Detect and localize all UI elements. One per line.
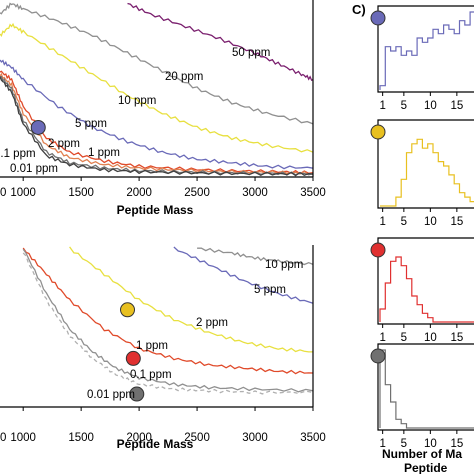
panel-b-marker-2 (129, 386, 145, 402)
panel-a-tick-label: 0 (0, 187, 6, 199)
panel-a-annotation-0-1-ppm: 0.1 ppm (0, 148, 36, 160)
panel-c-tick-label: 15 (450, 216, 463, 228)
panel-b-tick-label: 2500 (184, 432, 210, 444)
panel-a-marker-0 (30, 119, 46, 135)
panel-c-tick-label: 5 (401, 100, 407, 112)
panel-b-annotation-10-ppm: 10 ppm (265, 259, 303, 271)
panel-c-histogram-3: 1 5 10 15 (370, 343, 474, 450)
panel-a-annotation-10-ppm: 10 ppm (118, 95, 156, 107)
panel-c-histogram-line (379, 11, 474, 90)
panel-a-annotation-0-01-ppm: 0.01 ppm (10, 163, 58, 175)
panel-a-annotation-50-ppm: 50 ppm (232, 47, 270, 59)
panel-b-series-10-ppm (197, 247, 314, 266)
panel-b-tick-label: 1500 (68, 432, 94, 444)
panel-c-tick-label: 15 (450, 100, 463, 112)
panel-c-tick-label: 10 (424, 216, 437, 228)
panel-b-marker-1 (125, 350, 141, 366)
panel-c-tick-label: 1 (379, 216, 385, 228)
panel-c-tick-label: 5 (401, 438, 407, 450)
panel-b-tick-label: 2000 (126, 432, 152, 444)
panel-c-tick-label: 5 (401, 332, 407, 344)
panel-a-tick-label: 1000 (10, 187, 36, 199)
panel-a-tick-label: 2000 (126, 187, 152, 199)
panel-c-histogram-line (379, 256, 474, 323)
panel-b-line-chart: 0 1000 1500 2000 2500 3000 3500 Peptide Mass 1… (0, 245, 326, 451)
panel-b-annotation-2-ppm: 2 ppm (196, 317, 228, 329)
panel-a-series-50-ppm (127, 2, 314, 82)
panel-a-annotation-20-ppm: 20 ppm (165, 71, 203, 83)
panel-a-series-10-ppm (0, 22, 314, 153)
panel-b-marker-0 (120, 302, 136, 318)
panel-c-tick-label: 1 (379, 438, 385, 450)
panel-a-tick-label: 3000 (242, 187, 268, 199)
panel-c-frame (377, 237, 474, 325)
panel-c-tick-label: 1 (379, 100, 385, 112)
panel-c-tick-label: 10 (424, 332, 437, 344)
panel-c-label: C) (352, 2, 366, 17)
panel-a-tick-label: 1500 (68, 187, 94, 199)
panel-a-annotation-2-ppm: 2 ppm (48, 138, 80, 150)
panel-c-tick-label: 10 (424, 100, 437, 112)
panel-b-annotation-0-01-ppm: 0.01 ppm (87, 389, 135, 401)
panel-c-histogram-line (380, 138, 474, 207)
panel-a-tick-label: 2500 (184, 187, 210, 199)
panel-c-marker (370, 124, 386, 140)
panel-b-tick-label: 3500 (300, 432, 326, 444)
panel-b-tick-label: 3000 (242, 432, 268, 444)
panel-c-marker (370, 242, 386, 258)
panel-c-histogram-line (379, 349, 474, 429)
panel-c-tick-label: 15 (450, 438, 463, 450)
panel-b-tick-label: 0 (0, 432, 6, 444)
panel-b-series-0-1-ppm (22, 248, 314, 393)
panel-c-histogram-2: 1 5 10 15 (370, 237, 474, 344)
panel-b-annotation-5-ppm: 5 ppm (254, 284, 286, 296)
panel-a-series-0-01-ppm (0, 76, 314, 177)
panel-c-tick-label: 1 (379, 332, 385, 344)
panel-c-frame (377, 119, 474, 209)
panel-c-marker (370, 348, 386, 364)
panel-c-tick-label: 5 (401, 216, 407, 228)
panel-c-tick-label: 15 (450, 332, 463, 344)
panel-a-series-20-ppm (0, 2, 314, 125)
panel-b-series-2-ppm (69, 246, 313, 353)
panel-c-histograms: C) 1 5 10 151 5 10 151 5 10 151 5 10 15 Number of Ma… (352, 2, 474, 474)
panel-a-x-axis-label: Peptide Mass (117, 203, 194, 217)
panel-a-annotation-1-ppm: 1 ppm (88, 147, 120, 159)
panel-c-tick-label: 10 (424, 438, 437, 450)
panel-c-histogram-0: 1 5 10 15 (370, 5, 474, 112)
panel-c-x-axis-label: Number of Ma (382, 447, 462, 461)
panel-a-annotation-5-ppm: 5 ppm (75, 118, 107, 130)
panel-c-x-axis-label-line2: Peptide (404, 461, 448, 474)
panel-c-marker (370, 10, 386, 26)
panel-b-series-1-ppm (22, 247, 314, 375)
panel-c-frame (377, 5, 474, 93)
panel-a-series-1-ppm (0, 72, 314, 176)
panel-b-series-5-ppm (173, 246, 314, 304)
panel-c-frame (377, 343, 474, 431)
panel-a-tick-label: 3500 (300, 187, 326, 199)
panel-a-series-2-ppm (0, 70, 314, 175)
panel-c-histogram-1: 1 5 10 15 (370, 119, 474, 228)
panel-a-series-5-ppm (0, 59, 314, 170)
panel-b-x-axis-label: Peptide Mass (117, 437, 194, 451)
panel-b-series-0-01-ppm (22, 252, 314, 395)
panel-b-tick-label: 1000 (10, 432, 36, 444)
panel-a-series-0-1-ppm (0, 75, 314, 176)
panel-a-line-chart: 0 1000 1500 2000 2500 3000 3500 Peptide Mass 5… (0, 0, 326, 217)
panel-b-annotation-1-ppm: 1 ppm (136, 340, 168, 352)
panel-b-annotation-0-1-ppm: 0.1 ppm (130, 369, 172, 381)
